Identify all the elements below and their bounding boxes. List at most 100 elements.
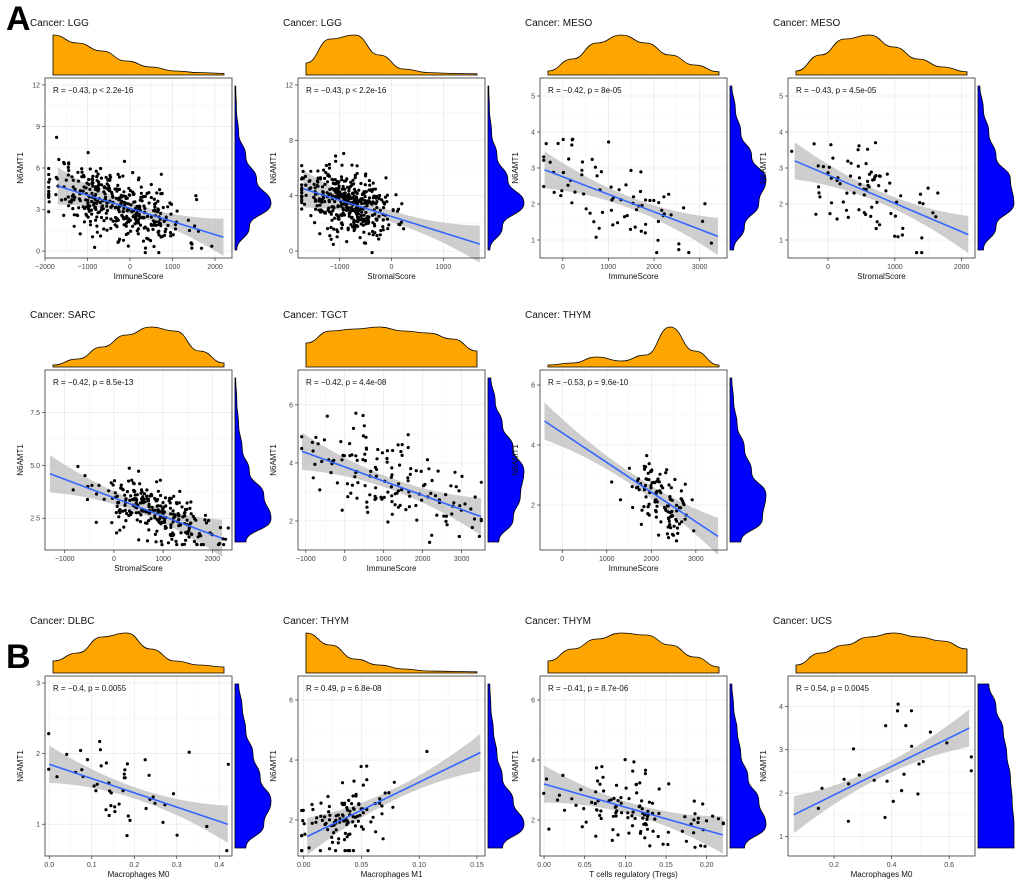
data-point [687,251,691,255]
data-point [103,192,107,196]
y-tick-label: 2 [531,503,535,510]
data-point [159,192,163,196]
data-point [168,506,172,510]
data-point [304,183,308,187]
data-point [173,227,178,231]
data-point [323,182,327,186]
data-point [404,508,408,512]
data-point [138,482,142,486]
data-point [341,206,345,210]
x-tick-label: 0.00 [297,862,311,869]
data-point [838,182,842,186]
data-point [896,702,900,706]
data-point [97,180,101,184]
data-point [117,187,122,191]
data-point [844,208,849,212]
data-point [95,215,99,219]
data-point [183,507,187,512]
data-point [646,809,650,813]
top-density [795,34,968,76]
data-point [828,212,832,216]
plot-frame [297,369,486,551]
data-point [90,483,94,487]
correlation-annotation: R = −0.43, p < 2.2e-16 [306,86,387,95]
data-point [580,825,584,829]
data-point [127,208,131,212]
data-point [926,186,930,190]
data-point [226,762,230,766]
data-point [444,519,448,524]
x-tick-label: 0 [560,556,564,563]
data-point [199,543,203,547]
data-point [918,192,923,196]
data-point [334,181,339,185]
data-point [359,218,363,222]
data-point [631,505,635,510]
data-point [633,816,637,821]
data-point [936,191,940,195]
data-point [146,499,151,503]
regression-line [302,188,481,245]
data-point [315,816,319,820]
data-point [390,500,394,504]
data-point [327,162,331,166]
data-point [624,786,628,790]
data-point [160,520,164,525]
data-point [102,219,106,223]
data-point [143,758,147,762]
data-point [362,230,366,234]
data-point [364,435,368,439]
data-point [171,509,175,513]
data-point [85,497,90,502]
data-point [337,184,341,188]
data-point [598,813,602,818]
data-point [94,218,98,222]
data-point [156,209,160,213]
data-point [869,214,873,218]
data-point [307,179,311,183]
data-point [319,801,323,805]
data-point [645,477,649,481]
data-point [142,492,146,496]
data-point [790,149,794,153]
data-point [155,498,159,502]
data-point [181,515,185,519]
data-point [137,469,141,473]
data-point [611,814,616,818]
data-point [323,815,327,819]
data-points [816,702,973,823]
data-point [353,173,357,177]
data-point [542,791,546,796]
top-density [52,34,225,76]
data-point [94,492,99,496]
data-point [644,495,648,499]
data-point [677,242,681,246]
data-point [94,520,98,525]
data-point [86,215,90,219]
data-point [318,199,322,203]
data-points [542,137,714,255]
data-point [105,209,109,213]
data-point [47,732,51,736]
data-point [100,183,104,187]
data-point [84,212,88,216]
data-point [361,434,365,438]
data-point [542,184,546,189]
data-point [857,208,861,212]
data-point [671,533,676,537]
data-point [895,200,899,204]
data-point [81,205,85,209]
data-point [47,166,51,171]
data-point [169,496,173,501]
data-point [674,539,679,543]
data-point [542,158,546,162]
data-point [619,796,623,800]
data-point [818,195,822,199]
data-point [655,251,659,255]
data-point [169,525,173,530]
data-point [153,801,157,805]
data-point [875,200,879,204]
data-point [147,191,151,195]
data-point [303,174,307,178]
